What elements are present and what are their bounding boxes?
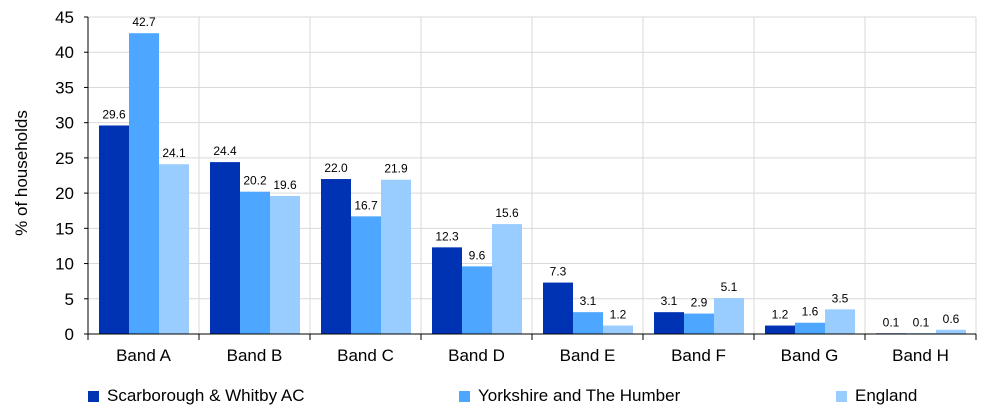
bar	[129, 33, 159, 335]
data-label: 20.2	[243, 174, 267, 188]
axes: 0 5 10 15 20 25 30 35 40 45 Band A Band B Band C Band…	[55, 8, 977, 365]
y-tick-label: 0	[65, 325, 74, 344]
bar	[714, 298, 744, 334]
legend-swatch-england	[836, 390, 847, 402]
legend-label-yorkshire: Yorkshire and The Humber	[478, 386, 681, 405]
bar	[603, 325, 633, 334]
y-tick-label: 40	[55, 43, 74, 62]
data-label: 22.0	[324, 161, 348, 175]
legend-swatch-scarborough	[88, 390, 99, 402]
data-label: 3.1	[580, 294, 597, 308]
data-label: 1.2	[772, 308, 789, 322]
data-label: 42.7	[132, 15, 156, 29]
data-label: 9.6	[469, 248, 486, 262]
data-label: 12.3	[435, 229, 459, 243]
legend-item-scarborough: Scarborough & Whitby AC	[88, 386, 304, 406]
bars	[99, 33, 966, 335]
data-label: 29.6	[102, 107, 126, 121]
bar	[159, 164, 189, 334]
bar	[936, 329, 966, 334]
data-label: 0.6	[943, 312, 960, 326]
y-tick-label: 20	[55, 184, 74, 203]
y-tick-label: 45	[55, 8, 74, 27]
bar	[321, 179, 351, 334]
y-tick-label: 30	[55, 114, 74, 133]
x-tick-label: Band H	[892, 346, 949, 365]
bar	[654, 312, 684, 334]
x-tick-label: Band F	[671, 346, 726, 365]
x-tick-label: Band E	[560, 346, 616, 365]
y-axis-title: % of households	[12, 110, 31, 236]
legend-swatch-yorkshire	[459, 390, 470, 402]
bar	[825, 309, 855, 334]
bar	[240, 191, 270, 334]
y-tick-label: 10	[55, 255, 74, 274]
legend-label-scarborough: Scarborough & Whitby AC	[107, 386, 305, 405]
data-label: 24.1	[162, 146, 186, 160]
x-tick-label: Band D	[448, 346, 505, 365]
bar	[381, 179, 411, 334]
y-tick-label: 25	[55, 149, 74, 168]
data-label: 3.1	[661, 294, 678, 308]
legend-item-yorkshire: Yorkshire and The Humber	[459, 386, 680, 406]
data-label: 16.7	[354, 198, 378, 212]
bar	[492, 224, 522, 334]
bar	[765, 325, 795, 334]
bar	[99, 125, 129, 335]
x-tick-label: Band B	[227, 346, 283, 365]
data-label: 0.1	[913, 315, 930, 329]
bar	[462, 266, 492, 334]
data-label: 19.6	[273, 178, 297, 192]
legend-item-england: England	[836, 386, 917, 406]
y-tick-label: 5	[65, 290, 74, 309]
data-label: 24.4	[213, 144, 237, 158]
y-tick-label: 35	[55, 78, 74, 97]
x-tick-label: Band G	[781, 346, 839, 365]
y-tick-label: 15	[55, 219, 74, 238]
bar	[210, 162, 240, 334]
data-label: 3.5	[832, 291, 849, 305]
data-label: 1.2	[610, 308, 627, 322]
data-label: 1.6	[802, 305, 819, 319]
bar	[795, 322, 825, 334]
bar	[543, 282, 573, 334]
data-labels: 29.6 42.7 24.1 24.4 20.2 19.6 22.0 16.7 21.9 12.3…	[102, 15, 959, 329]
data-label: 7.3	[550, 265, 567, 279]
data-label: 15.6	[495, 206, 519, 220]
bar	[573, 312, 603, 334]
bar	[270, 195, 300, 334]
bar	[432, 247, 462, 334]
bar	[684, 313, 714, 334]
x-tick-label: Band C	[337, 346, 394, 365]
legend-label-england: England	[855, 386, 918, 405]
data-label: 0.1	[883, 315, 900, 329]
bar-chart: 29.6 42.7 24.1 24.4 20.2 19.6 22.0 16.7 21.9 12.3…	[12, 8, 977, 365]
x-tick-label: Band A	[116, 346, 171, 365]
data-label: 5.1	[721, 280, 738, 294]
data-label: 21.9	[384, 162, 408, 176]
data-label: 2.9	[691, 296, 708, 310]
legend: Scarborough & Whitby AC Yorkshire and Th…	[0, 386, 981, 408]
bar	[351, 216, 381, 334]
